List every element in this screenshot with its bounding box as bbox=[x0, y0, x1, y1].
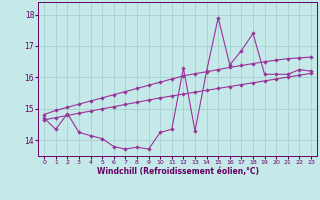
X-axis label: Windchill (Refroidissement éolien,°C): Windchill (Refroidissement éolien,°C) bbox=[97, 167, 259, 176]
